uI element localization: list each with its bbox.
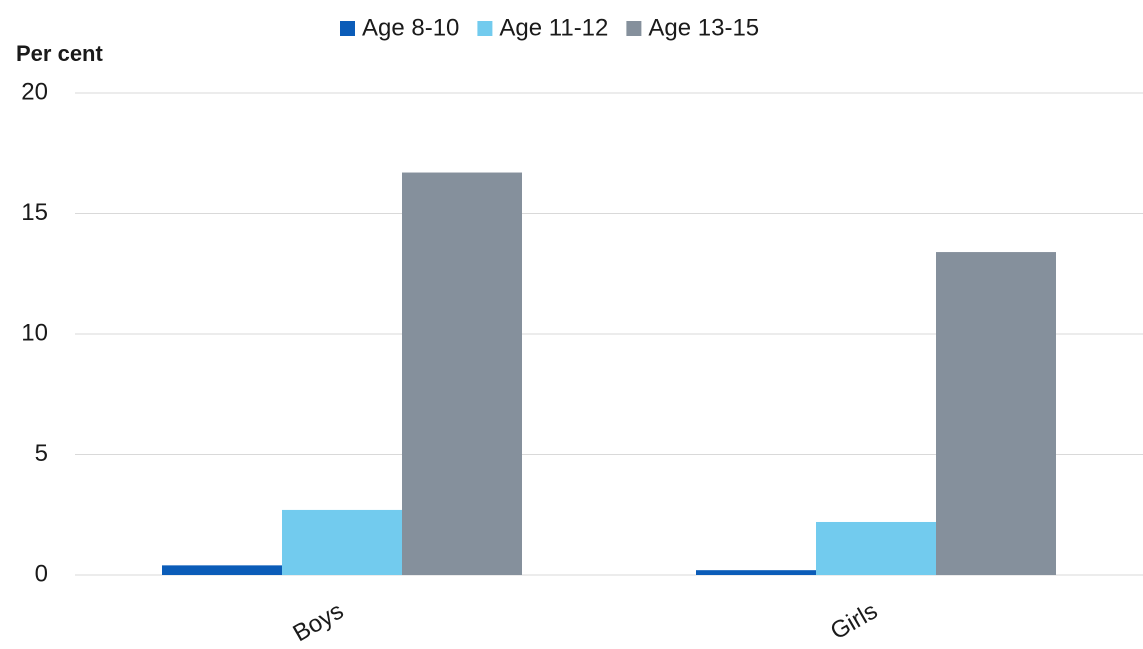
y-tick-label: 5	[35, 440, 48, 467]
y-tick-label: 20	[21, 78, 48, 105]
legend-swatch	[340, 21, 355, 36]
bar	[936, 252, 1056, 575]
y-axis-label: Per cent	[16, 41, 103, 66]
x-tick-label: Girls	[826, 597, 882, 645]
bar	[162, 565, 282, 575]
bar	[816, 521, 936, 575]
legend-swatch	[626, 21, 642, 36]
legend-label: Age 11-12	[499, 14, 608, 41]
y-tick-label: 10	[21, 319, 48, 346]
bar	[696, 570, 816, 575]
y-tick-label: 15	[21, 199, 48, 226]
x-tick-label: Boys	[288, 597, 348, 647]
legend-label: Age 13-15	[648, 14, 759, 41]
legend-label: Age 8-10	[362, 14, 459, 41]
legend-swatch	[477, 21, 493, 36]
bar	[282, 509, 402, 575]
y-tick-label: 0	[35, 560, 48, 587]
bar	[402, 172, 522, 575]
